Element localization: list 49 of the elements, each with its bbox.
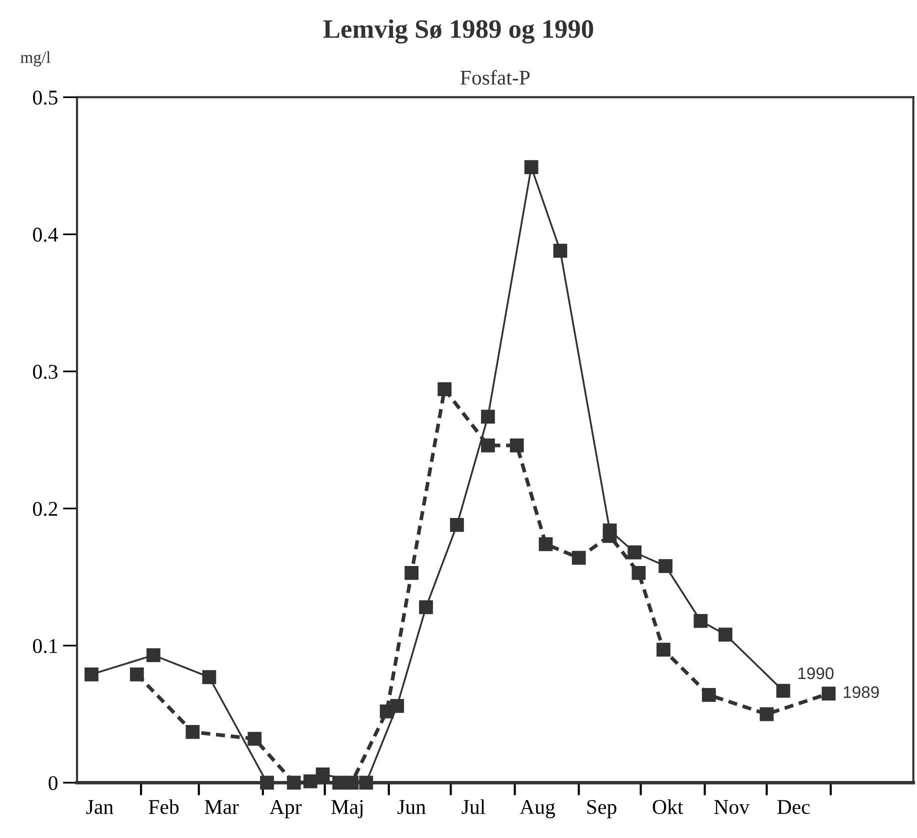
point [481, 438, 495, 452]
point [702, 688, 716, 702]
point [658, 559, 672, 574]
point [822, 686, 836, 701]
x-tick-label: Jan [86, 800, 114, 814]
point [404, 566, 418, 580]
x-tick-label: Jun [398, 800, 426, 814]
series-label: 1990 [798, 667, 834, 680]
point [419, 600, 433, 614]
point [510, 438, 524, 452]
point [202, 670, 216, 684]
point [538, 537, 553, 552]
point [248, 732, 262, 746]
point [760, 707, 774, 722]
point [553, 244, 568, 258]
x-tick-label: Aug [520, 800, 556, 818]
point [718, 628, 732, 642]
x-tick-label: Mar [204, 800, 239, 814]
x-tick-label: Nov [714, 800, 750, 814]
y-axis-title: mg/l [20, 51, 50, 66]
y-tick-label: 0.3 [33, 364, 58, 379]
point [602, 528, 617, 543]
x-tick-label: Feb [148, 799, 179, 814]
point [776, 684, 790, 698]
y-tick-label: 0.2 [33, 502, 58, 516]
x-tick-label: Okt [652, 799, 684, 814]
point [572, 550, 586, 565]
x-tick-label: Jul [462, 799, 486, 814]
y-tick-label: 0.5 [33, 90, 58, 105]
point [438, 382, 452, 396]
point [481, 410, 495, 424]
point [632, 566, 646, 580]
point [316, 768, 330, 782]
point [656, 642, 670, 657]
x-tick-label: Maj [331, 800, 363, 818]
y-tick-label: 0.4 [33, 228, 58, 242]
chart-subtitle: Fosfat-P [460, 70, 530, 85]
point [380, 704, 394, 718]
point [450, 518, 464, 532]
y-tick-label: 0.1 [33, 638, 58, 654]
series-label: 1989 [844, 686, 879, 698]
point [694, 614, 708, 628]
point [524, 160, 538, 174]
y-tick-label: 0 [48, 776, 58, 790]
x-tick-label: Sep [587, 800, 616, 818]
x-tick-label: Dec [777, 800, 810, 814]
x-tick-label: Apr [270, 800, 302, 818]
chart-title: Lemvig Sø 1989 og 1990 [323, 19, 594, 44]
point [628, 545, 642, 560]
